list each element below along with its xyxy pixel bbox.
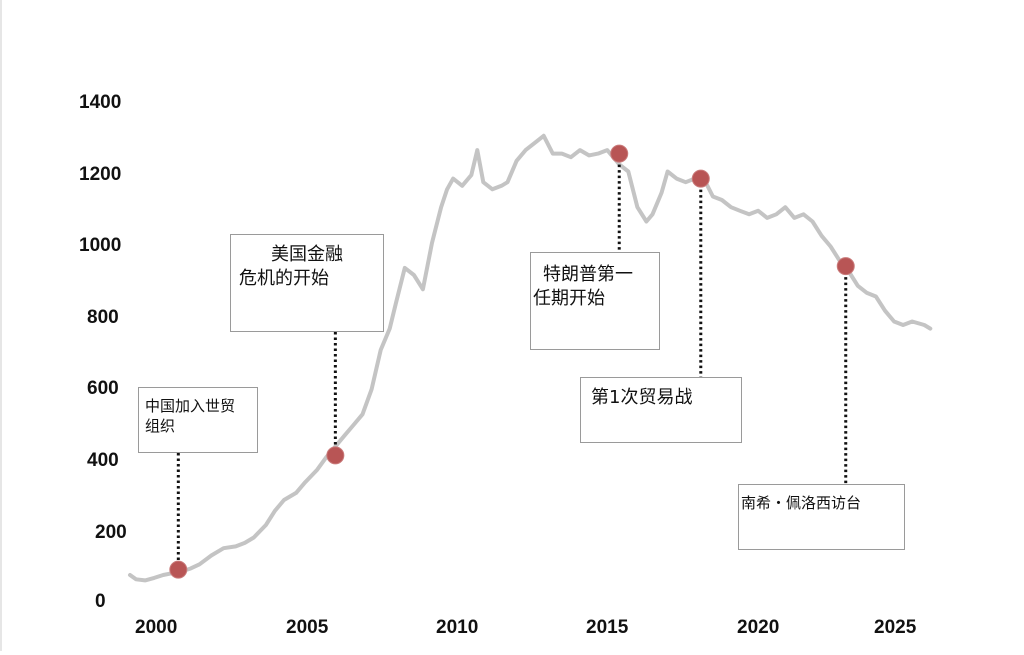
- x-tick-label: 2015: [586, 617, 629, 638]
- annotation-label: 第1次贸易战: [591, 386, 692, 410]
- event-marker: [610, 144, 629, 163]
- annotation-line: 第1次贸易战: [591, 387, 693, 408]
- y-tick-label: 200: [95, 522, 127, 543]
- series-line: [128, 133, 933, 583]
- event-marker: [169, 560, 188, 579]
- x-tick-label: 2005: [286, 617, 329, 638]
- x-tick-label: 2000: [135, 617, 177, 638]
- annotation-label: 特朗普第一任期开始: [533, 263, 633, 312]
- y-tick-label: 1000: [79, 235, 121, 256]
- annotation-line: 组织: [145, 417, 176, 436]
- event-marker: [326, 446, 345, 465]
- annotation-line: 危机的开始: [239, 268, 329, 290]
- y-tick-label: 1200: [79, 164, 121, 185]
- annotation-label: 美国金融危机的开始: [239, 243, 343, 292]
- annotation-label: 南希・佩洛西访台: [741, 493, 861, 513]
- x-tick-label: 2020: [737, 617, 779, 638]
- y-tick-label: 0: [95, 591, 106, 612]
- y-tick-label: 800: [87, 307, 119, 328]
- event-marker: [836, 257, 855, 276]
- x-tick-label: 2025: [874, 617, 917, 638]
- event-marker: [691, 169, 710, 188]
- annotation-box: 第1次贸易战: [580, 377, 742, 443]
- annotation-line: 中国加入世贸: [145, 397, 236, 415]
- annotation-line: 南希・佩洛西访台: [741, 494, 862, 512]
- annotation-label: 中国加入世贸 组织: [145, 396, 235, 437]
- annotation-line: 特朗普第一: [543, 264, 633, 285]
- y-tick-label: 1400: [79, 92, 121, 113]
- annotation-box: 中国加入世贸 组织: [138, 387, 258, 453]
- annotation-box: 南希・佩洛西访台: [738, 484, 905, 550]
- left-edge-divider: [0, 0, 2, 651]
- annotation-box: 特朗普第一任期开始: [530, 252, 660, 350]
- annotation-line: 任期开始: [533, 288, 605, 310]
- y-tick-label: 400: [87, 450, 119, 471]
- annotation-line: 美国金融: [271, 244, 343, 265]
- y-tick-label: 600: [87, 378, 119, 399]
- x-tick-label: 2010: [436, 617, 478, 638]
- annotation-box: 美国金融危机的开始: [230, 234, 384, 332]
